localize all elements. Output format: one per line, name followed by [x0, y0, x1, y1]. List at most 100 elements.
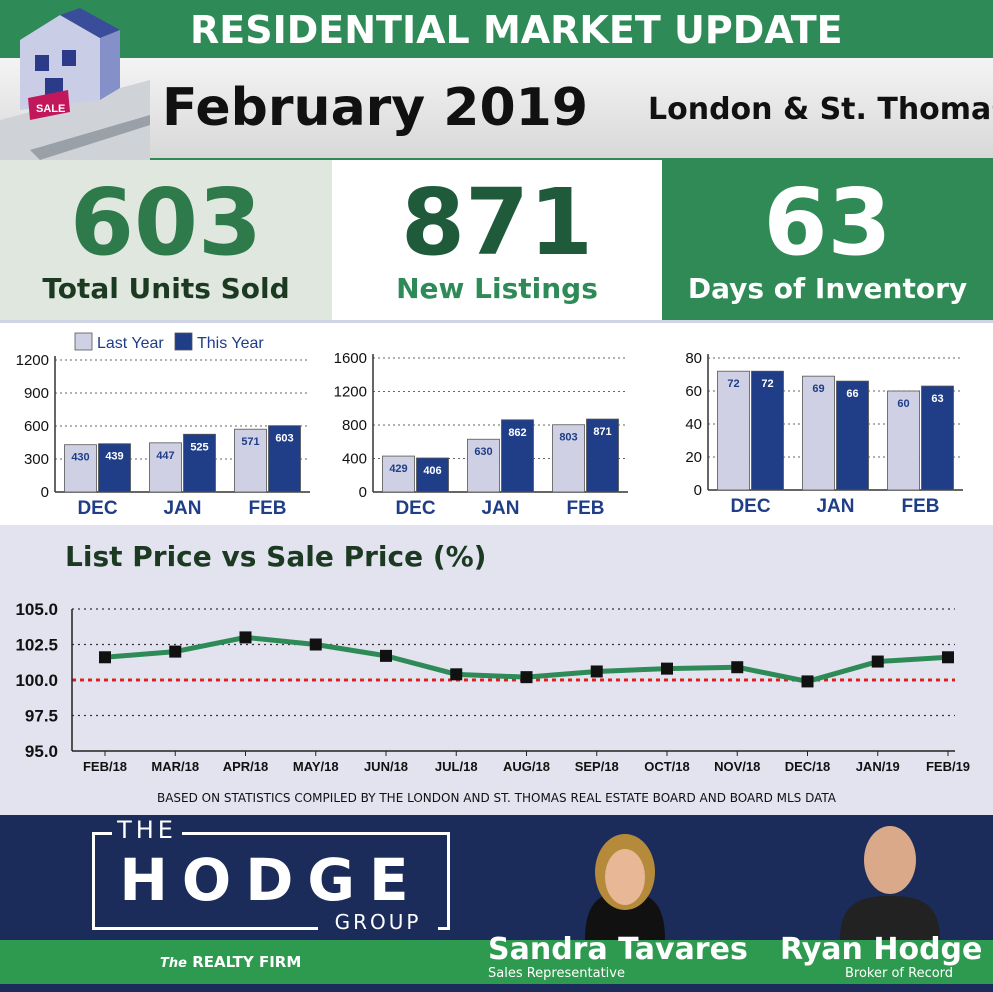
brokerage-prefix: The [160, 956, 187, 971]
bar [183, 433, 216, 493]
kpi-label: Days of Inventory [687, 272, 968, 305]
y-tick-label: 1600 [334, 350, 367, 367]
bar [836, 380, 869, 491]
agent-name: Ryan Hodge [780, 932, 983, 967]
bar-value-label: 429 [389, 463, 407, 475]
x-category-label: JAN [481, 498, 519, 519]
bar [467, 438, 500, 493]
y-tick-label: 60 [685, 383, 702, 400]
bar-value-label: 406 [423, 465, 441, 477]
kpi-value: 603 [69, 169, 263, 276]
data-point [380, 649, 392, 662]
y-tick-label: 105.0 [15, 600, 58, 619]
data-point [731, 661, 744, 674]
bar-value-label: 525 [190, 441, 208, 453]
x-tick-label: MAY/18 [293, 759, 339, 774]
bar [751, 370, 784, 491]
footnote: BASED ON STATISTICS COMPILED BY THE LOND… [156, 791, 837, 805]
legend-swatch [174, 332, 193, 351]
legend-label: This Year [197, 335, 264, 352]
bar-value-label: 63 [931, 393, 943, 405]
legend-swatch [74, 332, 93, 351]
house-sale-icon: SALE [0, 8, 150, 160]
y-tick-label: 95.0 [25, 742, 58, 761]
data-point [942, 651, 954, 664]
brand-group: GROUP [318, 910, 438, 934]
bar [802, 375, 835, 491]
bar-value-label: 803 [559, 432, 577, 444]
data-point [450, 668, 463, 681]
x-category-label: DEC [395, 498, 435, 519]
y-tick-label: 0 [694, 482, 702, 499]
x-tick-label: OCT/18 [644, 759, 690, 774]
y-tick-label: 300 [24, 451, 49, 468]
x-category-label: DEC [77, 498, 117, 519]
y-tick-label: 600 [24, 418, 49, 435]
kpi-value: 63 [763, 169, 892, 276]
bar [921, 385, 954, 491]
x-tick-label: NOV/18 [714, 759, 760, 774]
data-point [239, 631, 252, 644]
line-chart-section [0, 525, 993, 815]
bar-value-label: 447 [156, 450, 174, 462]
y-tick-label: 900 [24, 385, 49, 402]
data-point [169, 645, 182, 658]
x-tick-label: JUN/18 [364, 759, 408, 774]
agent1-photo-icon [585, 834, 665, 940]
brokerage-name: REALTY FIRM [192, 953, 302, 971]
x-category-label: FEB [902, 496, 940, 517]
bar-value-label: 862 [508, 427, 526, 439]
kpi-new-listings: 871 New Listings [332, 160, 662, 320]
bar-value-label: 603 [275, 433, 293, 445]
x-tick-label: FEB/19 [926, 759, 970, 774]
bar [501, 419, 534, 493]
bar [64, 444, 97, 493]
bar [268, 425, 301, 493]
kpi-label: New Listings [396, 272, 598, 305]
y-tick-label: 100.0 [15, 671, 58, 690]
kpi-days-inventory: 63 Days of Inventory [662, 160, 993, 320]
bar-value-label: 69 [812, 383, 824, 395]
bar-value-label: 571 [241, 436, 259, 448]
bar [552, 424, 585, 493]
bar [416, 457, 449, 493]
legend-label: Last Year [97, 335, 164, 352]
data-point [520, 671, 533, 684]
bar-value-label: 60 [897, 398, 909, 410]
brand-the: THE [112, 816, 182, 844]
x-tick-label: DEC/18 [785, 759, 831, 774]
x-category-label: FEB [567, 498, 605, 519]
x-tick-label: JAN/19 [856, 759, 900, 774]
y-tick-label: 80 [685, 350, 702, 367]
brand-logo-frame [92, 832, 450, 930]
bar-value-label: 871 [593, 426, 611, 438]
footer-green-strip [0, 940, 993, 984]
month-title: February 2019 [162, 78, 589, 138]
report-title: RESIDENTIAL MARKET UPDATE [190, 8, 843, 52]
y-tick-label: 1200 [334, 384, 367, 401]
header-bar [0, 0, 993, 58]
bar-value-label: 72 [761, 378, 773, 390]
y-tick-label: 40 [685, 416, 702, 433]
svg-text:SALE: SALE [36, 103, 65, 115]
agent2-photo-icon [840, 826, 940, 940]
bar [887, 390, 920, 491]
kpi-value: 871 [400, 169, 594, 276]
y-tick-label: 0 [359, 484, 367, 501]
kpi-label: Total Units Sold [42, 272, 290, 305]
x-tick-label: JUL/18 [435, 759, 478, 774]
bar [586, 418, 619, 493]
bar [234, 428, 267, 493]
y-tick-label: 1200 [16, 352, 49, 369]
y-tick-label: 0 [41, 484, 49, 501]
x-tick-label: FEB/18 [83, 759, 127, 774]
x-tick-label: SEP/18 [575, 759, 619, 774]
x-tick-label: MAR/18 [151, 759, 199, 774]
bar [382, 455, 415, 493]
agent-name: Sandra Tavares [488, 932, 748, 967]
data-point [309, 638, 322, 651]
y-tick-label: 400 [342, 451, 367, 468]
x-category-label: DEC [730, 496, 770, 517]
line-chart: 95.0 97.5 100.0 102.5 105.0 FEB/18 MAR/18 APR/1… [15, 600, 970, 774]
